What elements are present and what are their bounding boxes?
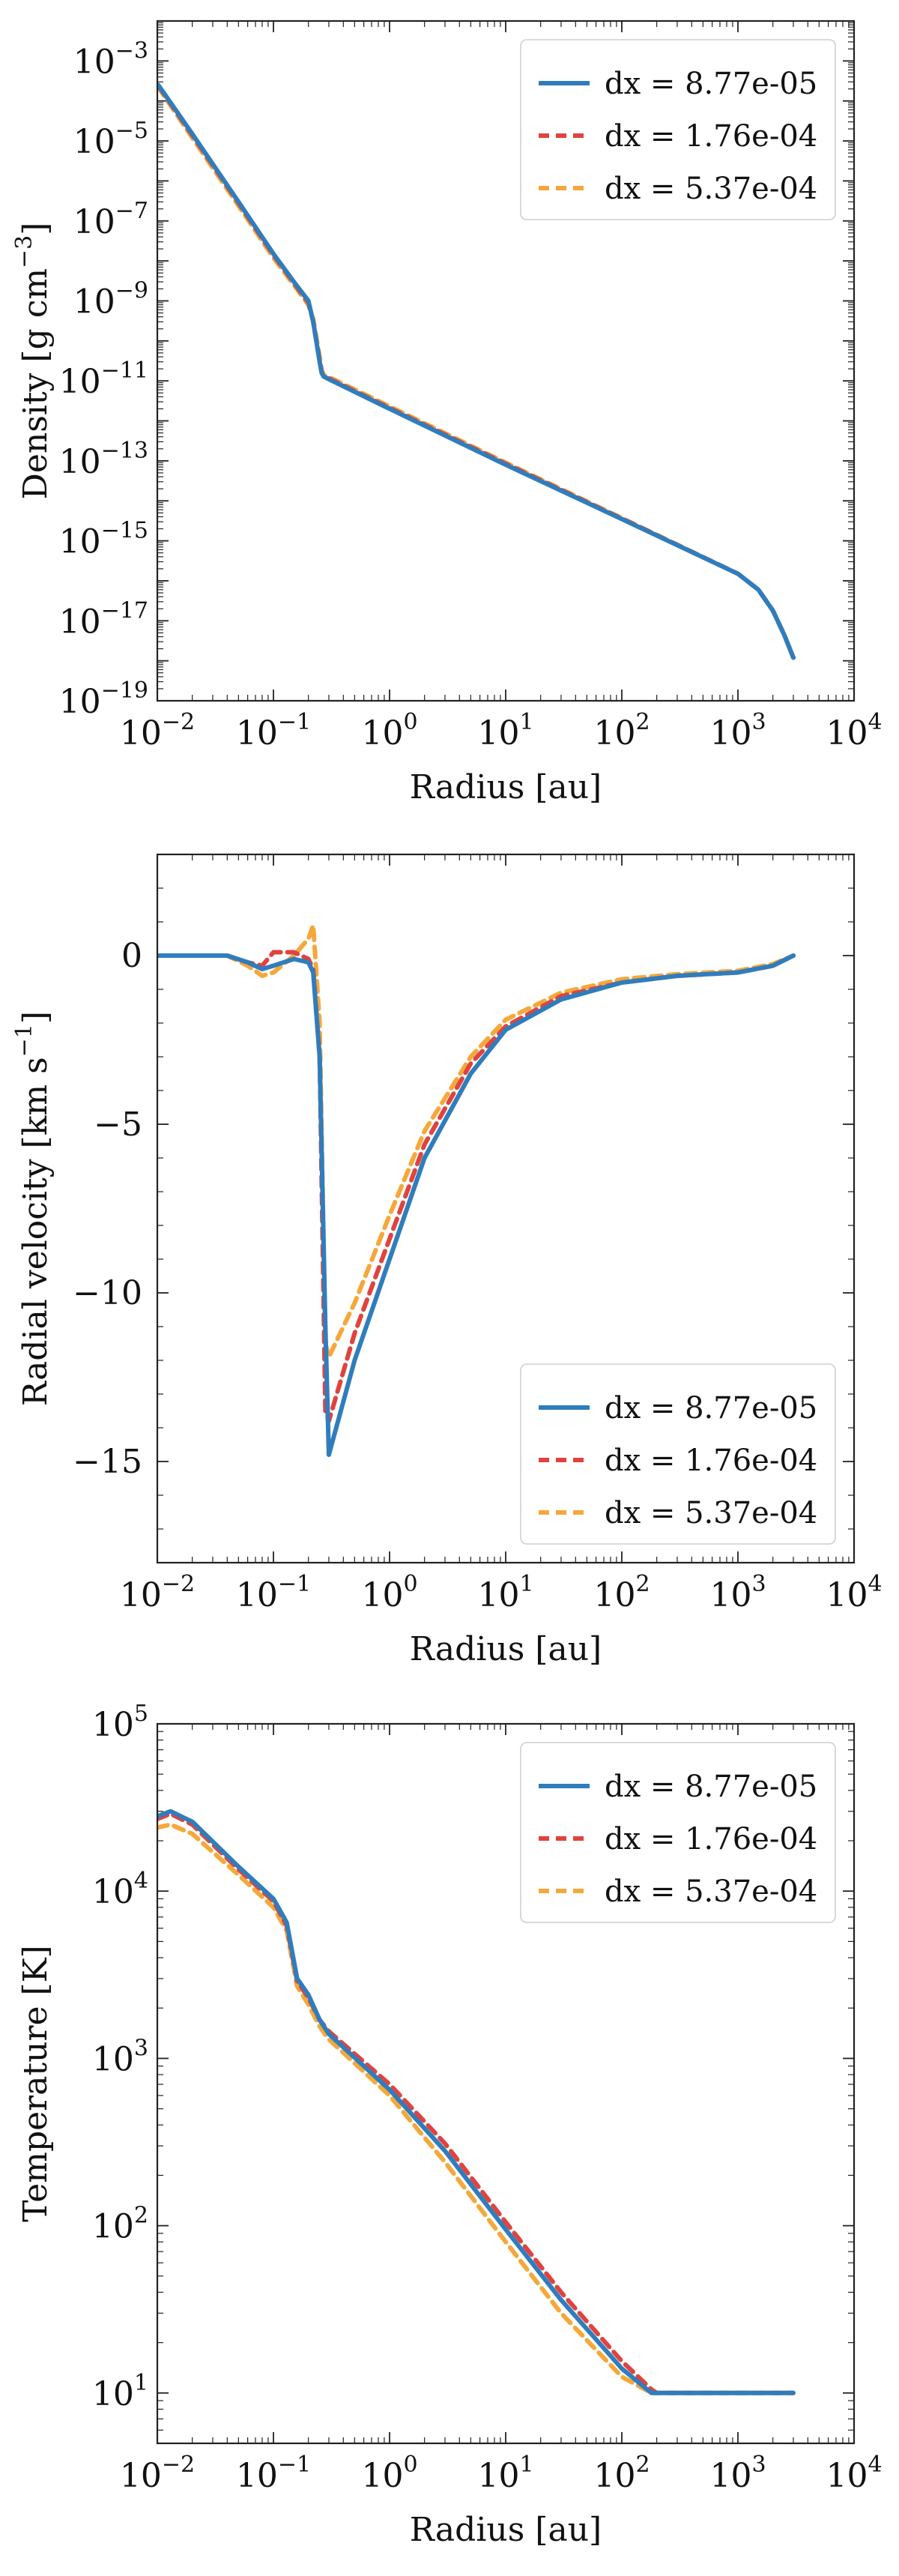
x-tick-label: 10−1 [236,1571,311,1614]
legend: dx = 8.77e-05 dx = 1.76e-04 dx = 5.37e-04 [520,1742,836,1923]
y-tick-label: 0 [121,937,142,975]
legend-box [520,39,836,220]
x-tick-label: 104 [826,2452,882,2495]
x-tick-label: 102 [593,1571,650,1614]
temperature-panel: 10−2 10−1 100 101 102 103 104 101 102 103 104 105 Ra… [16,1701,883,2549]
velocity-panel: 10−2 10−1 100 101 102 103 104 −15 −10 −5 0 Radius [… [11,853,883,1668]
y-tick-label: 103 [92,2035,148,2078]
legend-box [520,1363,836,1545]
legend-label: dx = 8.77e-05 [605,1391,817,1426]
legend-label: dx = 5.37e-04 [605,1496,817,1530]
legend-label: dx = 8.77e-05 [605,1770,817,1804]
x-tick-label: 10−1 [236,709,311,752]
series-group [157,923,796,1457]
x-tick-label: 102 [593,2452,650,2495]
y-tick-label: 10−3 [73,37,148,81]
legend-label: dx = 1.76e-04 [605,1822,817,1856]
series-group [157,1809,796,2395]
y-tick-label: 10−7 [73,198,148,241]
x-tick-label: 101 [477,709,533,752]
y-tick-label: 10−15 [59,518,148,561]
axes-frame [156,1722,856,2445]
series-line [157,1809,796,2395]
x-tick-label: 10−1 [236,2452,311,2495]
x-tick-label: 100 [361,709,417,752]
legend: dx = 8.77e-05 dx = 1.76e-04 dx = 5.37e-04 [520,39,836,220]
y-tick-label: 10−17 [59,597,148,641]
axes-frame [156,853,856,1564]
series-line [157,923,796,1360]
legend-label: dx = 1.76e-04 [605,119,817,154]
y-tick-label: −10 [73,1274,142,1312]
legend-label: dx = 5.37e-04 [605,172,817,206]
y-tick-label: 10−9 [73,277,148,321]
legend-label: dx = 1.76e-04 [605,1444,817,1478]
x-tick-label: 10−2 [120,1571,195,1614]
density-panel: 10−2 10−1 100 101 102 103 104 10−19 10−17 10−15 10… [11,19,883,806]
series-line [157,950,796,1423]
y-tick-label: 101 [92,2370,148,2413]
y-tick-label: 10−11 [59,358,148,401]
y-tick-label: −5 [94,1105,142,1144]
y-tick-label: 105 [92,1701,148,1744]
y-tick-label: 10−5 [73,118,148,161]
x-tick-label: 100 [361,2452,417,2495]
x-tick-label: 10−2 [120,2452,195,2495]
y-axis-label: Density [g cm−3] [11,223,55,500]
y-axis-label: Radial velocity [km s−1] [11,1011,55,1406]
x-tick-label: 100 [361,1571,417,1614]
x-tick-label: 10−2 [120,709,195,752]
series-line [157,953,796,1457]
x-tick-label: 101 [477,1571,533,1614]
x-tick-label: 103 [709,2452,766,2495]
y-axis-label: Temperature [K] [16,1945,55,2221]
legend: dx = 8.77e-05 dx = 1.76e-04 dx = 5.37e-04 [520,1363,836,1545]
legend-box [520,1742,836,1923]
x-tick-label: 102 [593,709,650,752]
y-tick-label: 104 [92,1868,148,1911]
x-tick-label: 103 [709,709,766,752]
legend-label: dx = 5.37e-04 [605,1874,817,1909]
series-group [157,82,796,660]
x-axis-label: Radius [au] [410,2511,602,2549]
x-tick-label: 103 [709,1571,766,1614]
y-tick-label: −15 [73,1443,142,1481]
y-tick-label: 10−13 [59,438,148,481]
series-line [157,82,796,660]
legend-label: dx = 8.77e-05 [605,67,817,101]
axes-frame [156,19,856,702]
y-tick-label: 10−19 [59,678,148,721]
x-axis-label: Radius [au] [410,1630,602,1668]
x-tick-label: 104 [826,1571,882,1614]
x-tick-label: 101 [477,2452,533,2495]
y-tick-label: 102 [92,2203,148,2246]
x-axis-label: Radius [au] [410,768,602,806]
x-tick-label: 104 [826,709,882,752]
